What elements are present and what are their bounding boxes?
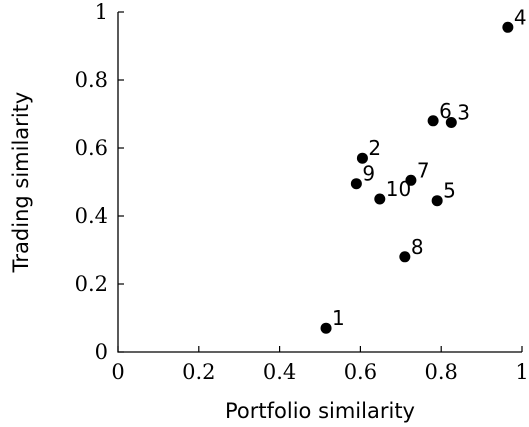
data-point-label-6: 6 (439, 99, 452, 123)
x-axis-label: Portfolio similarity (225, 399, 415, 423)
data-point-label-7: 7 (417, 158, 430, 182)
data-point-label-1: 1 (332, 306, 345, 330)
data-point-10 (374, 193, 386, 205)
data-point-9 (350, 178, 362, 190)
data-point-3 (445, 117, 457, 128)
x-tick-label: 0.6 (344, 360, 377, 384)
data-point-label-10: 10 (386, 177, 411, 201)
data-point-label-4: 4 (514, 5, 527, 29)
axis-frame (117, 12, 522, 353)
x-tick-label: 0.4 (263, 360, 296, 384)
data-point-6 (427, 115, 439, 127)
data-point-7 (405, 174, 417, 186)
data-point-label-3: 3 (457, 101, 470, 125)
data-points: 1 2 3 4 5 6 7 8 9 10 (320, 5, 527, 334)
y-axis-label: Trading similarity (9, 92, 33, 274)
y-axis-ticks: 0 0.2 0.4 0.6 0.8 1 (75, 0, 124, 364)
data-point-label-8: 8 (411, 235, 424, 259)
data-point-2 (356, 152, 368, 164)
data-point-label-5: 5 (443, 179, 456, 203)
y-tick-label: 0.8 (75, 68, 108, 92)
y-tick-label: 0.4 (75, 204, 108, 228)
x-tick-label: 1 (515, 360, 528, 384)
axes (117, 12, 522, 353)
x-tick-label: 0 (111, 360, 124, 384)
data-point-8 (399, 251, 411, 263)
x-tick-label: 0.2 (182, 360, 215, 384)
data-point-label-2: 2 (368, 136, 381, 160)
y-tick-label: 0.2 (75, 272, 108, 296)
data-point-label-9: 9 (362, 162, 375, 186)
x-axis-ticks: 0 0.2 0.4 0.6 0.8 1 (111, 346, 529, 384)
y-tick-label: 0.6 (75, 136, 108, 160)
x-tick-label: 0.8 (424, 360, 457, 384)
data-point-4 (502, 21, 514, 33)
y-tick-label: 1 (95, 0, 108, 24)
data-point-1 (320, 322, 332, 334)
data-point-5 (431, 195, 443, 207)
y-tick-label: 0 (95, 340, 108, 364)
